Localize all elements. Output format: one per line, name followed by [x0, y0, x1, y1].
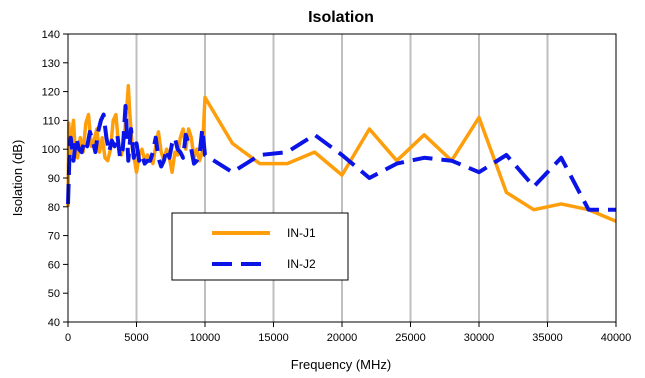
y-axis-label: Isolation (dB) [10, 140, 25, 217]
x-tick-label: 40000 [601, 332, 632, 344]
y-tick-label: 90 [48, 173, 60, 185]
x-tick-label: 20000 [327, 332, 358, 344]
x-tick-label: 35000 [532, 332, 563, 344]
y-tick-label: 40 [48, 317, 60, 329]
y-tick-label: 60 [48, 259, 60, 271]
legend-box [171, 212, 349, 281]
y-tick-label: 50 [48, 288, 60, 300]
y-tick-label: 110 [42, 115, 60, 127]
y-tick-label: 130 [42, 58, 60, 70]
y-tick-label: 120 [42, 87, 60, 99]
x-axis-label: Frequency (MHz) [291, 357, 391, 372]
y-tick-label: 70 [48, 231, 60, 243]
legend-label-in-j2: IN-J2 [287, 257, 316, 271]
y-axis-ticks: 40 50 60 70 80 90 100 110 120 130 140 [42, 29, 68, 329]
x-tick-label: 15000 [258, 332, 289, 344]
vertical-gridlines [135, 34, 549, 322]
y-tick-label: 100 [42, 144, 60, 156]
x-tick-label: 0 [65, 332, 71, 344]
x-tick-label: 25000 [395, 332, 426, 344]
x-axis-ticks: 0 5000 10000 15000 20000 25000 30000 35000 40000 [65, 322, 631, 344]
x-tick-label: 10000 [190, 332, 221, 344]
legend: IN-J1 IN-J2 [171, 212, 349, 281]
chart-title: Isolation [308, 9, 374, 26]
y-tick-label: 80 [48, 202, 60, 214]
series-layer [66, 84, 617, 223]
x-tick-label: 5000 [124, 332, 148, 344]
y-tick-label: 140 [42, 29, 60, 41]
x-tick-label: 30000 [464, 332, 495, 344]
legend-label-in-j1: IN-J1 [287, 226, 316, 240]
